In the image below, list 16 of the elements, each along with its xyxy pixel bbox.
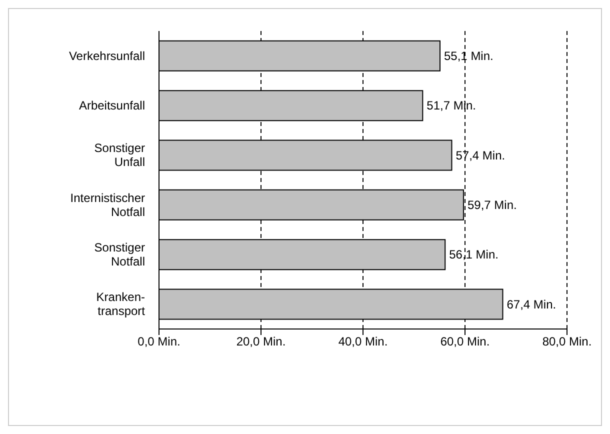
x-tick-label: 40,0 Min. <box>338 334 388 349</box>
data-label: 51,7 Min. <box>426 98 476 113</box>
x-tick-label: 80,0 Min. <box>542 334 592 349</box>
x-tick-label: 60,0 Min. <box>440 334 490 349</box>
y-tick-label: Kranken- transport <box>96 290 146 318</box>
data-label: 56,1 Min. <box>449 248 498 262</box>
x-tick-label: 0,0 Min. <box>138 334 180 349</box>
y-tick-label: Sonstiger Notfall <box>94 240 145 268</box>
y-tick-label: Arbeitsunfall <box>78 98 145 112</box>
data-label: 67,4 Min. <box>506 297 556 312</box>
x-tick-label: 20,0 Min. <box>236 334 286 349</box>
data-label: 55,1 Min. <box>444 48 494 63</box>
y-tick-label: Internistischer Notfall <box>70 190 145 219</box>
data-label: 59,7 Min. <box>467 198 517 212</box>
y-tick-label: Sonstiger Unfall <box>94 141 145 170</box>
y-tick-label: Verkehrsunfall <box>68 48 145 63</box>
